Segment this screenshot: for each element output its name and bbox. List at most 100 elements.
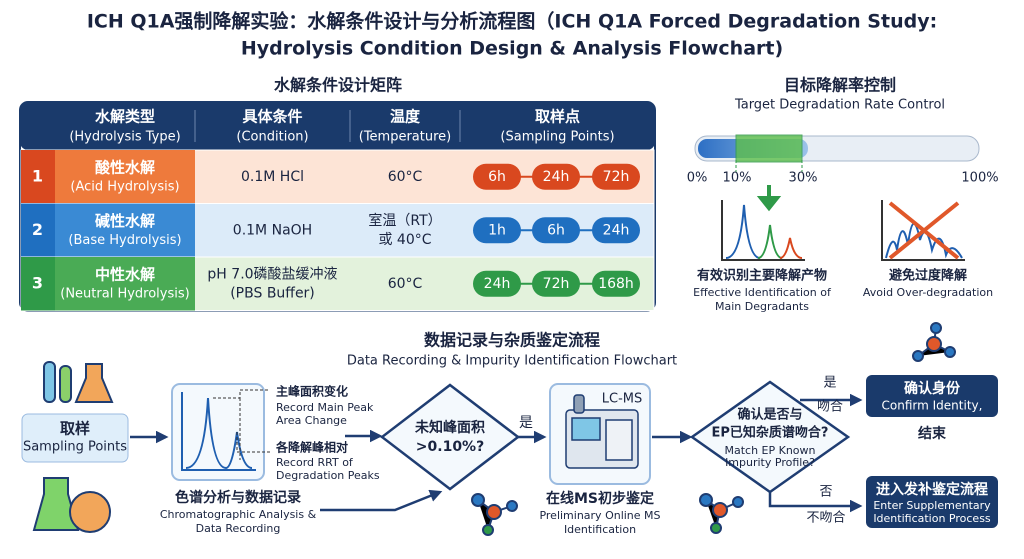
yes-label: 吻合: [817, 400, 843, 415]
yes-label: 是: [823, 376, 836, 391]
decision-text: >0.10%?: [416, 439, 484, 455]
chromatogram: [181, 392, 256, 471]
chromatography-node: [171, 383, 265, 481]
condition-text: 0.1M HCl: [241, 169, 304, 185]
sampling-point: 72h: [603, 169, 630, 185]
sampling-point: 24h: [484, 276, 511, 292]
supplementary-sub: Identification Process: [873, 512, 991, 525]
chromatography-sub: Data Recording: [196, 522, 281, 535]
temperature-text: 室温（RT）: [368, 212, 441, 229]
header-title: 具体条件: [242, 108, 302, 126]
effective-sub: Effective Identification of: [693, 286, 832, 299]
sampling-pill: [592, 270, 640, 297]
note-text: Degradation Peaks: [276, 469, 380, 482]
sampling-pill: [532, 163, 580, 190]
chromatogram-bad: [881, 200, 965, 261]
type-sub: (Acid Hydrolysis): [70, 179, 179, 194]
note-text: Record RRT of: [276, 456, 354, 469]
decision-text: EP已知杂质谱吻合?: [712, 425, 829, 441]
header-row: [20, 102, 655, 150]
confirm-node: [866, 375, 998, 417]
scale-label: 0%: [687, 171, 708, 186]
header-title: 温度: [390, 108, 421, 126]
temperature-text: 60°C: [388, 276, 423, 292]
feedback-arrow: [320, 489, 443, 512]
sampling-pill: [532, 270, 580, 297]
end-label: 结束: [918, 425, 947, 442]
type-label: 酸性水解: [95, 158, 155, 176]
confirm-label: 确认身份: [904, 380, 961, 397]
target-title: 目标降解率控制: [784, 76, 896, 95]
lcms-sub: Preliminary Online MS: [539, 509, 660, 522]
matrix-title: 水解条件设计矩阵: [274, 76, 402, 95]
sampling-pill: [592, 217, 640, 244]
note-text: Record Main Peak: [276, 401, 374, 414]
sampling-pill: [592, 163, 640, 190]
molecule-icon: [699, 493, 744, 534]
note-text: Area Change: [276, 414, 347, 427]
scale-label: 100%: [961, 171, 998, 186]
header-title: 取样点: [535, 108, 580, 126]
decision-text: 确认是否与: [737, 407, 802, 423]
effective-sub: Main Degradants: [715, 300, 809, 313]
decision-sub: Match EP Known: [724, 444, 815, 457]
scale-label: 10%: [723, 171, 752, 186]
molecule-icon: [471, 493, 518, 536]
flow-subtitle: Data Recording & Impurity Identification…: [347, 354, 677, 369]
lcms-sub: Identification: [564, 523, 636, 536]
sampling-point: 1h: [488, 222, 506, 238]
sampling-pill: [473, 270, 521, 297]
index-cell: [21, 203, 55, 257]
arrow: [768, 492, 863, 513]
header-sub: (Condition): [236, 130, 308, 145]
molecule-icon: [912, 322, 956, 362]
type-sub: (Base Hydrolysis): [68, 233, 181, 248]
chromatography-sub: Chromatographic Analysis &: [160, 508, 317, 521]
down-arrow: [756, 185, 782, 212]
no-label: 不吻合: [806, 511, 845, 526]
title-line: ICH Q1A强制降解实验：水解条件设计与分析流程图（ICH Q1A Force…: [87, 10, 937, 33]
instrument-label: LC-MS: [602, 392, 642, 407]
matrix-table: 水解类型 (Hydrolysis Type) 具体条件 (Condition) 温度 (T…: [19, 101, 656, 312]
note-title: 各降解峰相对: [275, 440, 348, 455]
no-label: 否: [819, 485, 832, 500]
decision-text: 未知峰面积: [415, 419, 485, 436]
yes-label: 是: [519, 415, 533, 431]
temperature-text: 或 40°C: [378, 232, 431, 248]
title-line: Hydrolysis Condition Design & Analysis F…: [241, 38, 783, 60]
type-cell: [55, 150, 195, 204]
flask-icon: [32, 477, 111, 533]
target-subtitle: Target Degradation Rate Control: [734, 98, 945, 113]
supplementary-node: [866, 476, 998, 528]
supplementary-sub: Enter Supplementary: [873, 499, 991, 512]
header-title: 水解类型: [95, 108, 155, 126]
effective-label: 有效识别主要降解产物: [697, 268, 827, 284]
row-index: 1: [32, 166, 43, 185]
temperature-text: 60°C: [388, 169, 423, 185]
target-range: [735, 134, 803, 163]
sampling-point: 168h: [598, 276, 634, 292]
chromatogram-good: [721, 200, 805, 261]
sampling-node: [21, 413, 129, 463]
sampling-point: 24h: [543, 169, 570, 185]
type-label: 碱性水解: [95, 212, 155, 230]
confirm-sub: Confirm Identity,: [882, 399, 983, 413]
index-cell: [21, 150, 55, 204]
sampling-point: 6h: [547, 222, 565, 238]
sampling-pill: [473, 217, 521, 244]
row-index: 3: [32, 273, 43, 292]
type-cell: [55, 203, 195, 257]
condition-text: pH 7.0磷酸盐缓冲液: [207, 266, 337, 282]
lcms-label: 在线MS初步鉴定: [546, 490, 654, 507]
header-sub: (Temperature): [359, 130, 452, 145]
sampling-pill: [473, 163, 521, 190]
flow-title: 数据记录与杂质鉴定流程: [424, 331, 600, 350]
leader-lines: [213, 389, 270, 460]
avoid-sub: Avoid Over-degradation: [863, 286, 993, 299]
header-sub: (Hydrolysis Type): [69, 130, 180, 145]
sampling-pill: [532, 217, 580, 244]
header-sub: (Sampling Points): [500, 130, 614, 145]
chromatography-label: 色谱分析与数据记录: [175, 489, 301, 506]
sampling-point: 24h: [603, 222, 630, 238]
